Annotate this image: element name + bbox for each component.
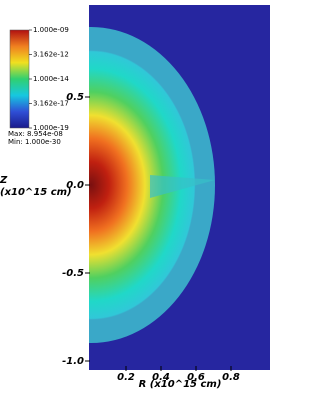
- y-axis-label: (x10^15 cm): [0, 187, 72, 198]
- colorbar-tick-label: 3.162e-17: [33, 100, 69, 108]
- colorbar-min: Min: 1.000e-30: [8, 138, 61, 146]
- colorbar: [9, 29, 30, 129]
- x-tick-label: 0.6: [187, 372, 205, 383]
- chart: Z (x10^15 cm) R (x10^15 cm) Max: 8.954e-…: [0, 5, 270, 390]
- y-tick-label: 0.5: [66, 92, 84, 103]
- y-axis-label: Z: [0, 175, 8, 186]
- colorbar-tick-label: 1.000e-19: [33, 124, 69, 132]
- colorbar-max: Max: 8.954e-08: [8, 130, 63, 138]
- y-tick-label: 0.0: [66, 180, 84, 191]
- field: [89, 5, 270, 370]
- x-axis-label: R (x10^15 cm): [139, 379, 222, 390]
- y-tick-label: -0.5: [62, 268, 84, 279]
- x-tick-label: 0.8: [222, 372, 240, 383]
- x-tick-label: 0.4: [152, 372, 170, 383]
- colorbar-tick-label: 3.162e-12: [33, 51, 69, 59]
- colorbar-tick-label: 1.000e-09: [33, 26, 69, 34]
- x-tick-label: 0.2: [117, 372, 135, 383]
- colorbar-tick-label: 1.000e-14: [33, 75, 69, 83]
- y-tick-label: -1.0: [62, 356, 84, 367]
